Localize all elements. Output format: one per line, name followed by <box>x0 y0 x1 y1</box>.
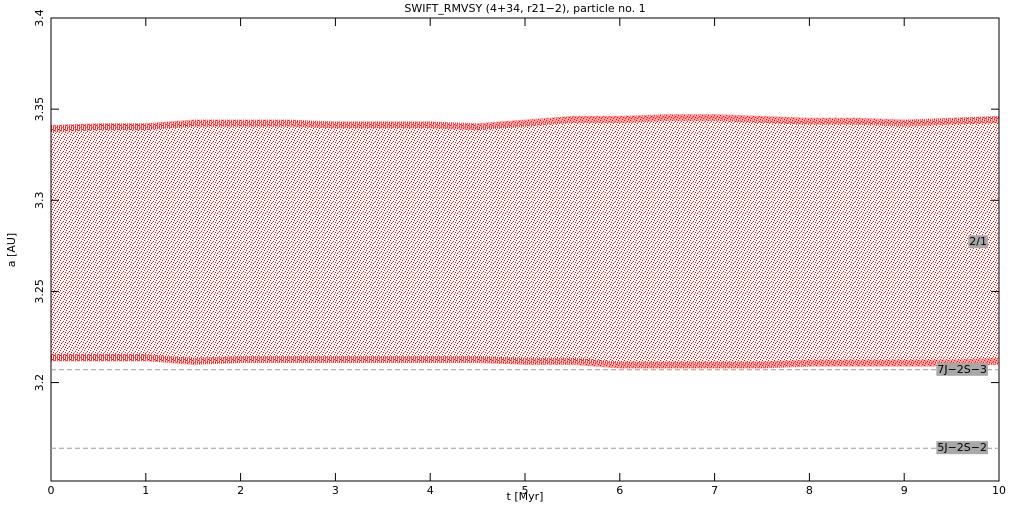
resonance-label-bg <box>936 362 989 376</box>
x-tick-label: 1 <box>142 484 149 497</box>
x-axis-label: t [Myr] <box>507 490 544 503</box>
resonance-label-bg <box>936 441 988 455</box>
chart-title: SWIFT_RMVSY (4+34, r21−2), particle no. … <box>404 2 645 15</box>
y-tick-label: 3.4 <box>33 9 46 27</box>
band-edge <box>50 114 1000 133</box>
x-tick-label: 4 <box>427 484 434 497</box>
y-tick-label: 3.2 <box>33 374 46 392</box>
x-tick-label: 10 <box>992 484 1006 497</box>
x-tick-label: 2 <box>237 484 244 497</box>
resonance-label-bg <box>968 235 988 249</box>
y-tick-label: 3.25 <box>33 279 46 304</box>
x-tick-label: 7 <box>711 484 718 497</box>
band-edge <box>51 354 1000 369</box>
x-tick-label: 9 <box>901 484 908 497</box>
resonance-label: 7J−2S−3 <box>937 363 987 376</box>
x-tick-label: 0 <box>48 484 55 497</box>
x-tick-label: 6 <box>616 484 623 497</box>
plot-area <box>50 114 1000 369</box>
scatter-band <box>51 114 999 368</box>
resonance-label: 2/1 <box>969 235 987 248</box>
y-tick-label: 3.3 <box>33 192 46 210</box>
y-axis-label: a [AU] <box>5 233 18 267</box>
y-tick-label: 3.35 <box>33 97 46 122</box>
x-tick-label: 3 <box>332 484 339 497</box>
x-tick-label: 5 <box>522 484 529 497</box>
x-tick-label: 8 <box>806 484 813 497</box>
resonance-label: 5J−2S−2 <box>937 441 987 454</box>
